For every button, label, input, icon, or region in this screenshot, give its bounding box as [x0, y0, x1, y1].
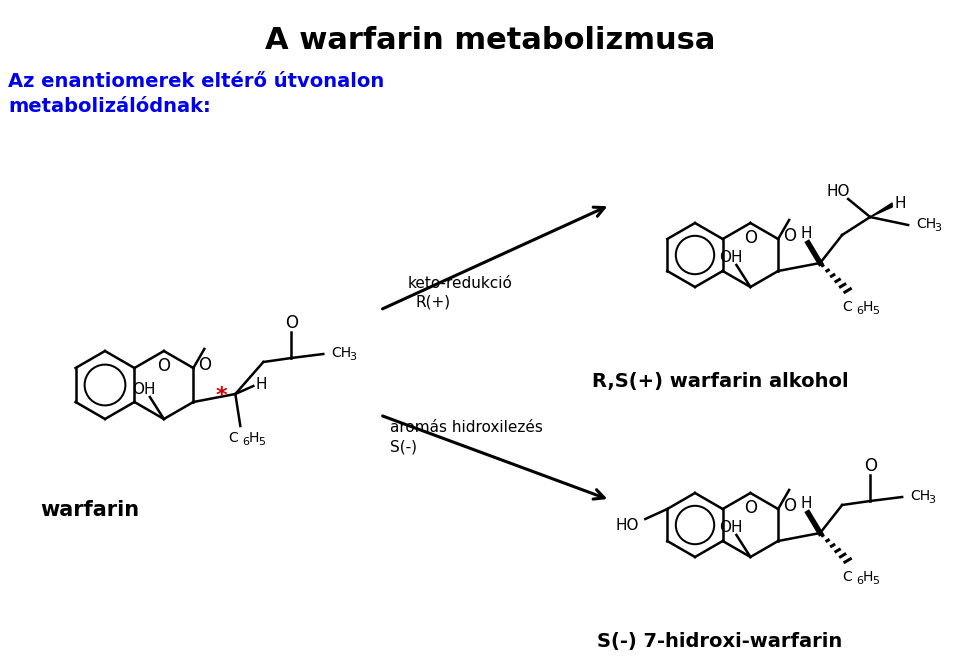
Text: aromás hidroxilezés: aromás hidroxilezés: [390, 420, 542, 434]
Text: O: O: [157, 357, 170, 375]
Text: C: C: [842, 570, 852, 584]
Text: S(-): S(-): [390, 440, 417, 454]
Text: *: *: [216, 386, 228, 406]
Text: HO: HO: [827, 184, 850, 198]
Text: OH: OH: [719, 519, 742, 535]
Text: 5: 5: [873, 576, 879, 586]
Text: O: O: [285, 314, 298, 332]
Text: C: C: [842, 300, 852, 314]
Text: C: C: [228, 431, 238, 445]
Text: CH: CH: [910, 489, 930, 503]
Text: OH: OH: [719, 249, 742, 265]
Text: 3: 3: [349, 352, 356, 362]
Text: 6: 6: [856, 306, 864, 316]
Text: HO: HO: [615, 517, 639, 533]
Text: warfarin: warfarin: [40, 500, 139, 520]
Text: keto-redukció: keto-redukció: [408, 275, 513, 291]
Text: H: H: [895, 196, 906, 211]
Text: OH: OH: [132, 382, 156, 396]
Text: R(+): R(+): [415, 295, 450, 309]
Text: 5: 5: [258, 437, 265, 447]
Text: 5: 5: [873, 306, 879, 316]
Text: O: O: [198, 356, 211, 374]
Text: CH: CH: [916, 217, 936, 231]
Text: H: H: [863, 570, 874, 584]
Text: 6: 6: [242, 437, 249, 447]
Text: 3: 3: [934, 223, 941, 233]
Text: H: H: [248, 431, 258, 445]
Text: H: H: [863, 300, 874, 314]
Text: H: H: [255, 376, 267, 392]
Text: 6: 6: [856, 576, 864, 586]
Text: O: O: [744, 229, 756, 247]
Text: O: O: [744, 499, 756, 517]
Text: O: O: [782, 497, 796, 515]
Text: R,S(+) warfarin alkohol: R,S(+) warfarin alkohol: [591, 372, 849, 391]
Polygon shape: [870, 203, 892, 217]
Text: metabolizálódnak:: metabolizálódnak:: [8, 97, 211, 116]
Text: 3: 3: [928, 495, 935, 505]
Text: O: O: [864, 457, 876, 475]
Text: CH: CH: [331, 346, 351, 360]
Text: S(-) 7-hidroxi-warfarin: S(-) 7-hidroxi-warfarin: [597, 632, 843, 651]
Text: H: H: [801, 225, 812, 241]
Text: O: O: [782, 227, 796, 245]
Text: H: H: [801, 495, 812, 511]
Text: Az enantiomerek eltérő útvonalon: Az enantiomerek eltérő útvonalon: [8, 72, 384, 91]
Text: A warfarin metabolizmusa: A warfarin metabolizmusa: [265, 26, 715, 55]
